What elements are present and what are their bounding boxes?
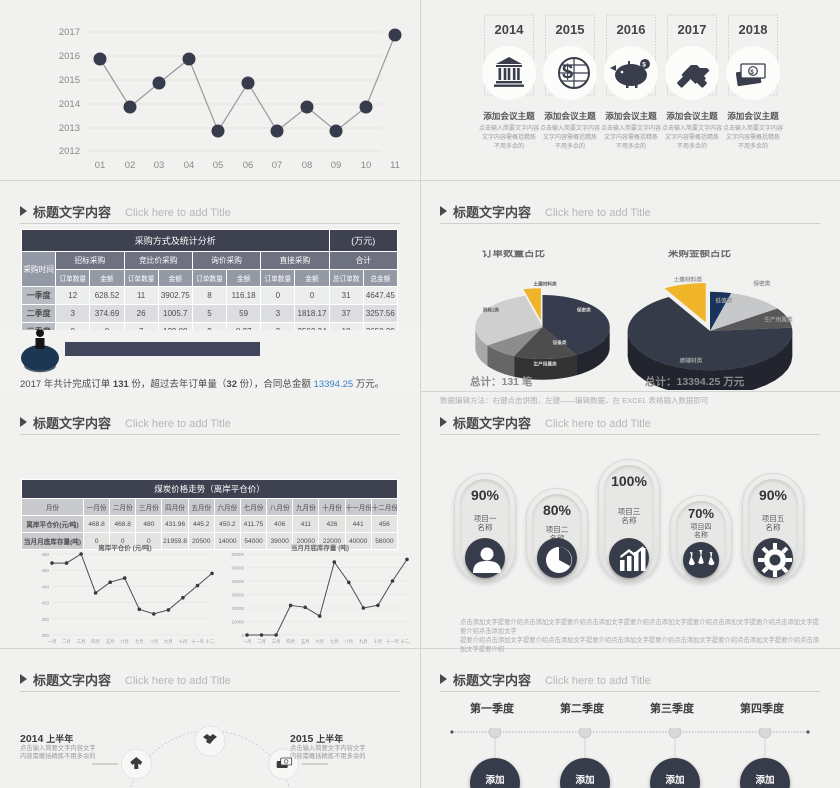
svg-text:生产用属类: 生产用属类: [534, 361, 558, 368]
svg-text:七月: 七月: [330, 638, 339, 645]
svg-text:$: $: [562, 62, 573, 84]
svg-text:文字内容需概括精炼: 文字内容需概括精炼: [482, 133, 536, 141]
svg-text:文字内容需概括精炼: 文字内容需概括精炼: [665, 133, 719, 141]
svg-text:09: 09: [331, 160, 342, 171]
svg-text:十月: 十月: [374, 638, 383, 645]
svg-text:2014: 2014: [59, 99, 80, 110]
svg-text:设备类: 设备类: [553, 339, 567, 346]
svg-text:八月: 八月: [150, 639, 159, 645]
svg-text:2016: 2016: [617, 22, 646, 37]
svg-text:五月: 五月: [301, 639, 310, 645]
svg-text:30000: 30000: [231, 593, 244, 598]
svg-text:添加会议主题: 添加会议主题: [666, 110, 718, 121]
svg-text:420: 420: [41, 601, 49, 606]
svg-text:文字内容需概括精炼: 文字内容需概括精炼: [543, 133, 597, 141]
svg-text:不用多余的: 不用多余的: [555, 142, 585, 150]
svg-text:消耗1类: 消耗1类: [483, 307, 500, 314]
svg-text:添加会议主题: 添加会议主题: [605, 110, 657, 121]
svg-text:10000: 10000: [231, 620, 244, 625]
svg-text:点击输入简要文字内容: 点击输入简要文字内容: [601, 124, 661, 132]
svg-text:十一月: 十一月: [386, 638, 399, 645]
svg-text:2013: 2013: [59, 123, 80, 134]
svg-text:三月: 三月: [272, 639, 281, 645]
svg-text:02: 02: [125, 160, 136, 171]
svg-text:四月: 四月: [286, 639, 295, 645]
svg-text:不用多余的: 不用多余的: [616, 142, 646, 150]
svg-text:八月: 八月: [345, 639, 354, 645]
svg-text:添加会议主题: 添加会议主题: [544, 110, 596, 121]
svg-text:2015: 2015: [59, 75, 80, 86]
svg-text:2012: 2012: [59, 146, 80, 157]
svg-text:点击输入简要文字内容: 点击输入简要文字内容: [723, 124, 783, 132]
svg-text:2018: 2018: [739, 22, 768, 37]
svg-text:七月: 七月: [135, 638, 144, 645]
svg-text:添加会议主题: 添加会议主题: [483, 110, 535, 121]
svg-text:2017: 2017: [59, 27, 80, 38]
svg-text:10: 10: [361, 160, 372, 171]
svg-text:当月月底库存量 (吨): 当月月底库存量 (吨): [291, 543, 349, 552]
svg-text:40000: 40000: [231, 579, 244, 584]
svg-text:十二月: 十二月: [401, 638, 410, 645]
svg-text:四月: 四月: [91, 639, 100, 645]
svg-text:460: 460: [41, 568, 49, 573]
svg-text:九月: 九月: [164, 638, 173, 645]
svg-text:不用多余的: 不用多余的: [494, 142, 524, 150]
svg-text:离岸平仓价 (元/吨): 离岸平仓价 (元/吨): [98, 543, 151, 552]
svg-text:03: 03: [154, 160, 165, 171]
svg-text:08: 08: [302, 160, 313, 171]
svg-text:20000: 20000: [231, 606, 244, 611]
svg-text:不用多余的: 不用多余的: [738, 142, 768, 150]
svg-text:05: 05: [213, 160, 224, 171]
svg-text:60000: 60000: [231, 552, 244, 557]
svg-text:01: 01: [95, 160, 106, 171]
svg-text:二月: 二月: [257, 639, 266, 645]
svg-text:点击输入简要文字内容: 点击输入简要文字内容: [662, 124, 722, 132]
svg-text:点击输入简要文字内容: 点击输入简要文字内容: [540, 124, 600, 132]
svg-text:50000: 50000: [231, 566, 244, 571]
svg-text:九月: 九月: [359, 638, 368, 645]
svg-text:一月: 一月: [243, 639, 252, 645]
svg-text:保密类: 保密类: [576, 307, 591, 314]
svg-text:十月: 十月: [179, 638, 188, 645]
svg-text:五月: 五月: [106, 639, 115, 645]
svg-text:土建材料类: 土建材料类: [534, 281, 558, 288]
svg-text:2015: 2015: [556, 22, 585, 37]
svg-text:2016: 2016: [59, 51, 80, 62]
svg-text:2017: 2017: [678, 22, 707, 37]
svg-text:添加会议主题: 添加会议主题: [727, 110, 779, 121]
svg-text:文字内容需概括精炼: 文字内容需概括精炼: [604, 133, 658, 141]
svg-text:不用多余的: 不用多余的: [677, 142, 707, 150]
svg-text:440: 440: [41, 584, 49, 589]
svg-text:06: 06: [243, 160, 254, 171]
svg-text:$: $: [642, 62, 646, 69]
svg-text:07: 07: [272, 160, 283, 171]
svg-text:十一月: 十一月: [191, 638, 204, 645]
svg-text:380: 380: [41, 633, 49, 638]
svg-text:土建材料类: 土建材料类: [674, 276, 703, 284]
svg-text:2014: 2014: [495, 22, 525, 37]
svg-text:十二月: 十二月: [206, 638, 215, 645]
svg-text:11: 11: [390, 160, 400, 171]
svg-text:三月: 三月: [77, 639, 86, 645]
svg-text:六月: 六月: [120, 638, 129, 645]
svg-text:一月: 一月: [48, 639, 57, 645]
svg-text:480: 480: [41, 552, 49, 557]
svg-text:六月: 六月: [315, 638, 324, 645]
svg-text:04: 04: [184, 160, 195, 171]
svg-text:400: 400: [41, 617, 49, 622]
svg-text:0: 0: [241, 633, 244, 638]
svg-text:二月: 二月: [62, 639, 71, 645]
svg-text:文字内容需概括精炼: 文字内容需概括精炼: [726, 133, 780, 141]
svg-text:点击输入简要文字内容: 点击输入简要文字内容: [479, 124, 539, 132]
svg-text:保密类: 保密类: [752, 279, 770, 287]
